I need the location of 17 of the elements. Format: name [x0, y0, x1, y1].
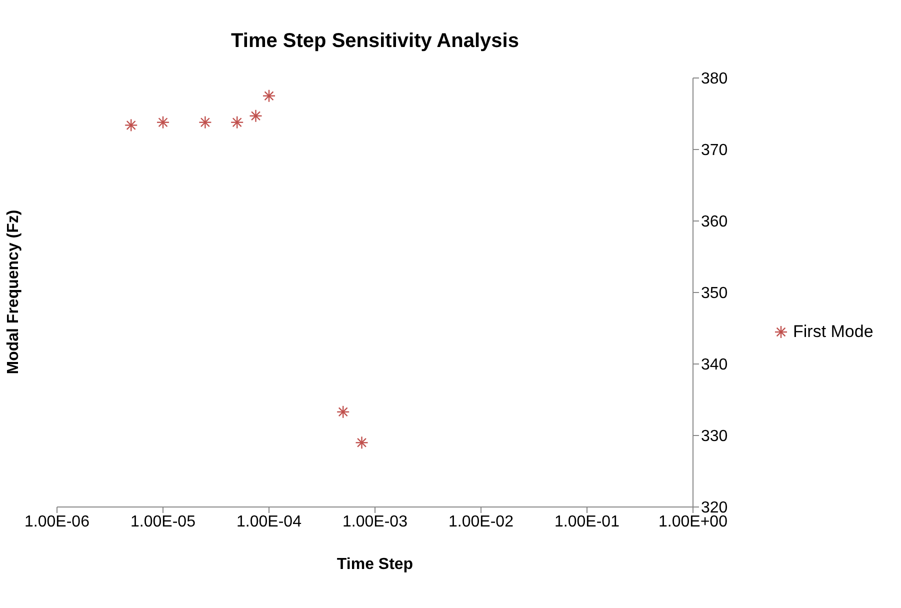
y-tick-label: 370	[701, 142, 728, 160]
x-tick-label: 1.00E+00	[658, 513, 728, 530]
y-tick-label: 340	[701, 356, 728, 374]
x-tick-label: 1.00E-05	[130, 513, 196, 530]
y-tick-label: 330	[701, 428, 728, 446]
x-tick-label: 1.00E-02	[448, 513, 514, 530]
x-tick-label: 1.00E-03	[342, 513, 408, 530]
x-tick-label: 1.00E-04	[236, 513, 302, 530]
y-tick-label: 360	[701, 214, 728, 231]
x-tick-label: 1.00E-01	[554, 513, 620, 530]
x-tick-label: 1.00E-06	[24, 513, 90, 530]
y-tick-label: 350	[701, 285, 728, 302]
x-axis-title: Time Step	[336, 556, 414, 574]
chart-title: Time Step Sensitivity Analysis	[230, 30, 520, 53]
y-axis-title: Modal Frequency (Fz)	[5, 210, 23, 374]
y-tick-label: 380	[701, 70, 728, 88]
legend-label: First Mode	[793, 321, 874, 343]
